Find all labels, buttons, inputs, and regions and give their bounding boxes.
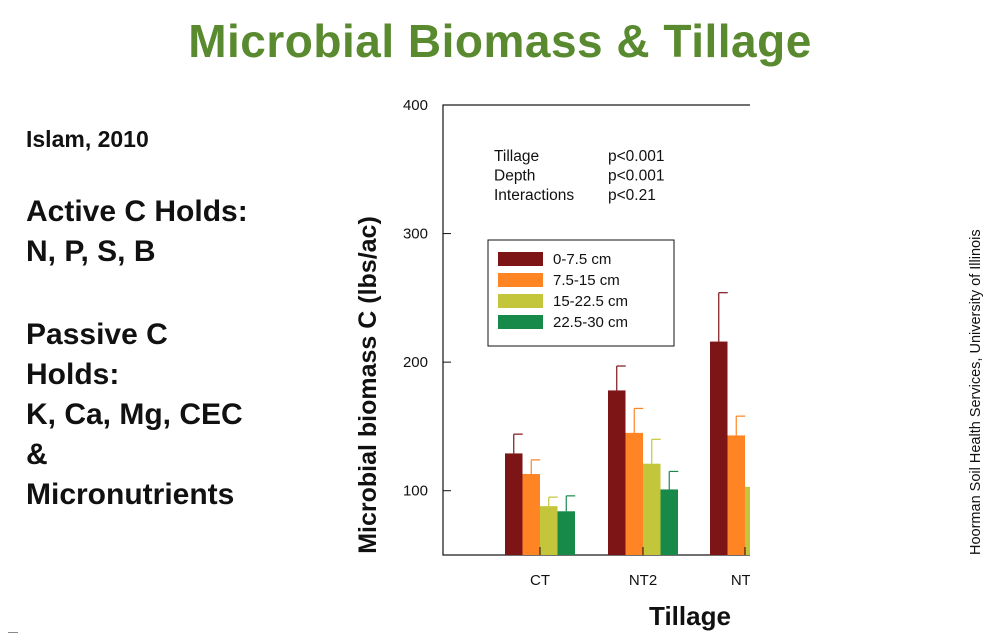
passive-carbon-heading-2: Holds:	[26, 358, 120, 391]
stats-label: Interactions	[494, 187, 574, 204]
bar	[505, 453, 523, 555]
active-carbon-heading: Active C Holds:	[26, 195, 248, 228]
stats-p-value: p<0.001	[608, 168, 664, 185]
legend-swatch	[498, 273, 543, 287]
bar	[557, 511, 575, 555]
legend-label: 15-22.5 cm	[553, 293, 628, 310]
x-tick-label: NT8	[731, 572, 750, 589]
passive-carbon-micronutrients: Micronutrients	[26, 478, 235, 511]
citation: Islam, 2010	[26, 126, 149, 152]
bar	[608, 390, 626, 555]
bar	[643, 463, 661, 555]
plot-frame	[442, 104, 750, 556]
slide-corner-mark	[8, 632, 18, 633]
legend-swatch	[498, 315, 543, 329]
active-carbon-note: Active C Holds: N, P, S, B	[26, 192, 326, 272]
bar	[540, 506, 558, 555]
stats-p-value: p<0.21	[608, 187, 656, 204]
x-tick-label: CT	[530, 572, 550, 589]
y-tick-label: 400	[403, 97, 428, 114]
legend-label: 7.5-15 cm	[553, 272, 620, 289]
slide-title: Microbial Biomass & Tillage	[188, 15, 812, 67]
legend-label: 0-7.5 cm	[553, 251, 611, 268]
passive-carbon-note: Passive C Holds: K, Ca, Mg, CEC & Micron…	[26, 315, 326, 515]
biomass-bar-chart: 100200300400CTNT2NT8NT40Microbial biomas…	[354, 97, 750, 631]
stats-label: Tillage	[494, 148, 539, 165]
legend-label: 22.5-30 cm	[553, 314, 628, 331]
bar	[522, 474, 540, 555]
legend-swatch	[498, 252, 543, 266]
passive-carbon-nutrients: K, Ca, Mg, CEC	[26, 398, 243, 431]
y-tick-label: 200	[403, 354, 428, 371]
bar	[745, 486, 750, 555]
stats-p-value: p<0.001	[608, 148, 664, 165]
legend-swatch	[498, 294, 543, 308]
active-carbon-nutrients: N, P, S, B	[26, 235, 156, 268]
bar	[625, 432, 643, 555]
x-axis-title: Tillage	[649, 601, 731, 631]
plot-layer: 100200300400CTNT2NT8NT40Microbial biomas…	[354, 97, 750, 631]
y-tick-label: 300	[403, 226, 428, 243]
image-credit: Hoorman Soil Health Services, University…	[968, 229, 984, 555]
passive-carbon-heading: Passive C	[26, 318, 168, 351]
bar	[727, 435, 745, 555]
stats-label: Depth	[494, 168, 535, 185]
bar	[660, 489, 678, 555]
y-axis-title: Microbial biomass C (lbs/ac)	[354, 216, 382, 554]
y-tick-label: 100	[403, 483, 428, 500]
bar	[710, 341, 728, 555]
passive-carbon-ampersand: &	[26, 438, 48, 471]
x-tick-label: NT2	[629, 572, 657, 589]
